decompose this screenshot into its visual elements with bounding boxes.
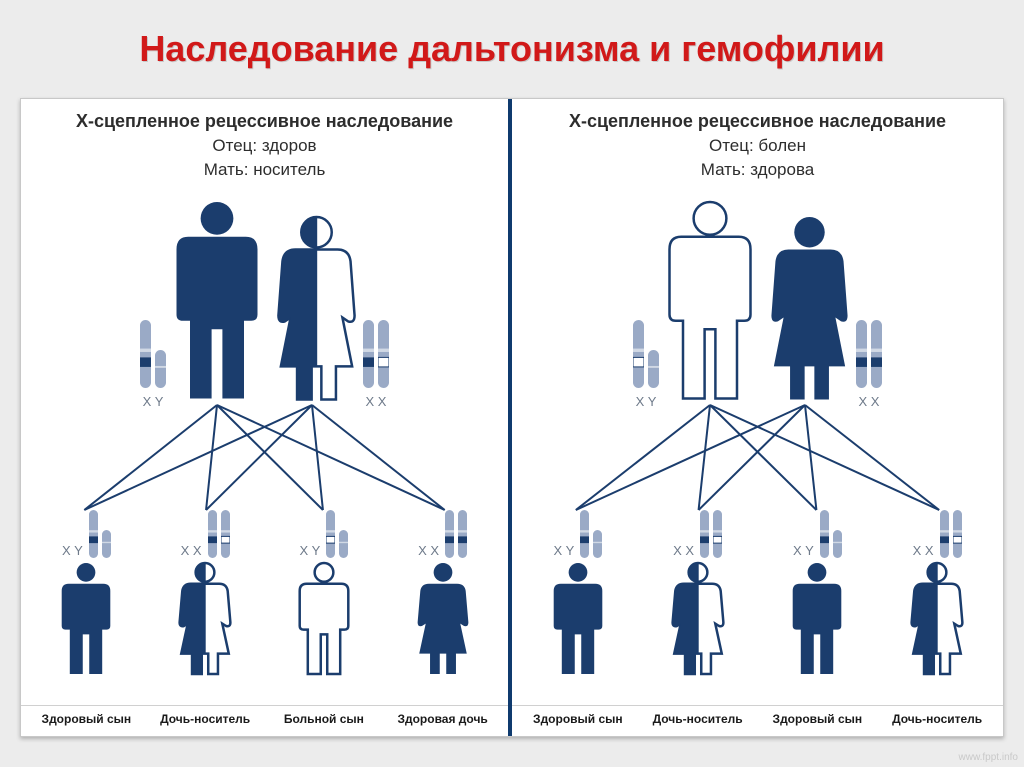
child-caption-1: Дочь-носитель — [146, 706, 265, 726]
child-0: X Y — [518, 510, 638, 680]
child-caption-2: Больной сын — [265, 706, 384, 726]
mother-figure — [276, 214, 357, 409]
caption-row: Здоровый сынДочь-носительЗдоровый сынДоч… — [512, 705, 1003, 726]
mother-status: Мать: носитель — [21, 160, 508, 180]
parents-row: X Y X X — [21, 199, 508, 409]
child-3: X X — [383, 510, 502, 680]
panel-header: Х-сцепленное рецессивное наследование — [21, 111, 508, 132]
mother-chromosomes: X X — [856, 320, 882, 409]
caption-row: Здоровый сынДочь-носительБольной сынЗдор… — [21, 705, 508, 726]
child-0: X Y — [27, 510, 146, 680]
child-3: X X — [877, 510, 997, 680]
child-2: X Y — [758, 510, 878, 680]
child-caption-0: Здоровый сын — [518, 706, 638, 726]
child-1: X X — [146, 510, 265, 680]
father-figure — [665, 199, 755, 409]
child-2: X Y — [265, 510, 384, 680]
father-chromosomes: X Y — [633, 320, 659, 409]
child-1: X X — [638, 510, 758, 680]
child-caption-3: Дочь-носитель — [877, 706, 997, 726]
panel-left: Х-сцепленное рецессивное наследование Оте… — [21, 99, 512, 736]
child-caption-1: Дочь-носитель — [638, 706, 758, 726]
father-chromosomes: X Y — [140, 320, 166, 409]
mother-chromosomes: X X — [363, 320, 389, 409]
panel-header: Х-сцепленное рецессивное наследование — [512, 111, 1003, 132]
page-title: Наследование дальтонизма и гемофилии — [0, 28, 1024, 70]
father-status: Отец: болен — [512, 136, 1003, 156]
panel-right: Х-сцепленное рецессивное наследование Оте… — [512, 99, 1003, 736]
children-row: X Y X X — [21, 510, 508, 680]
parents-row: X Y X X — [512, 199, 1003, 409]
child-caption-3: Здоровая дочь — [383, 706, 502, 726]
diagram-container: Х-сцепленное рецессивное наследованиеОте… — [20, 98, 1004, 737]
father-status: Отец: здоров — [21, 136, 508, 156]
mother-status: Мать: здорова — [512, 160, 1003, 180]
mother-figure — [769, 214, 850, 409]
children-row: X Y X X — [512, 510, 1003, 680]
child-caption-0: Здоровый сын — [27, 706, 146, 726]
watermark: www.fppt.info — [959, 752, 1018, 763]
slide: Наследование дальтонизма и гемофилии Х-с… — [0, 0, 1024, 767]
child-caption-2: Здоровый сын — [758, 706, 878, 726]
father-figure — [172, 199, 262, 409]
